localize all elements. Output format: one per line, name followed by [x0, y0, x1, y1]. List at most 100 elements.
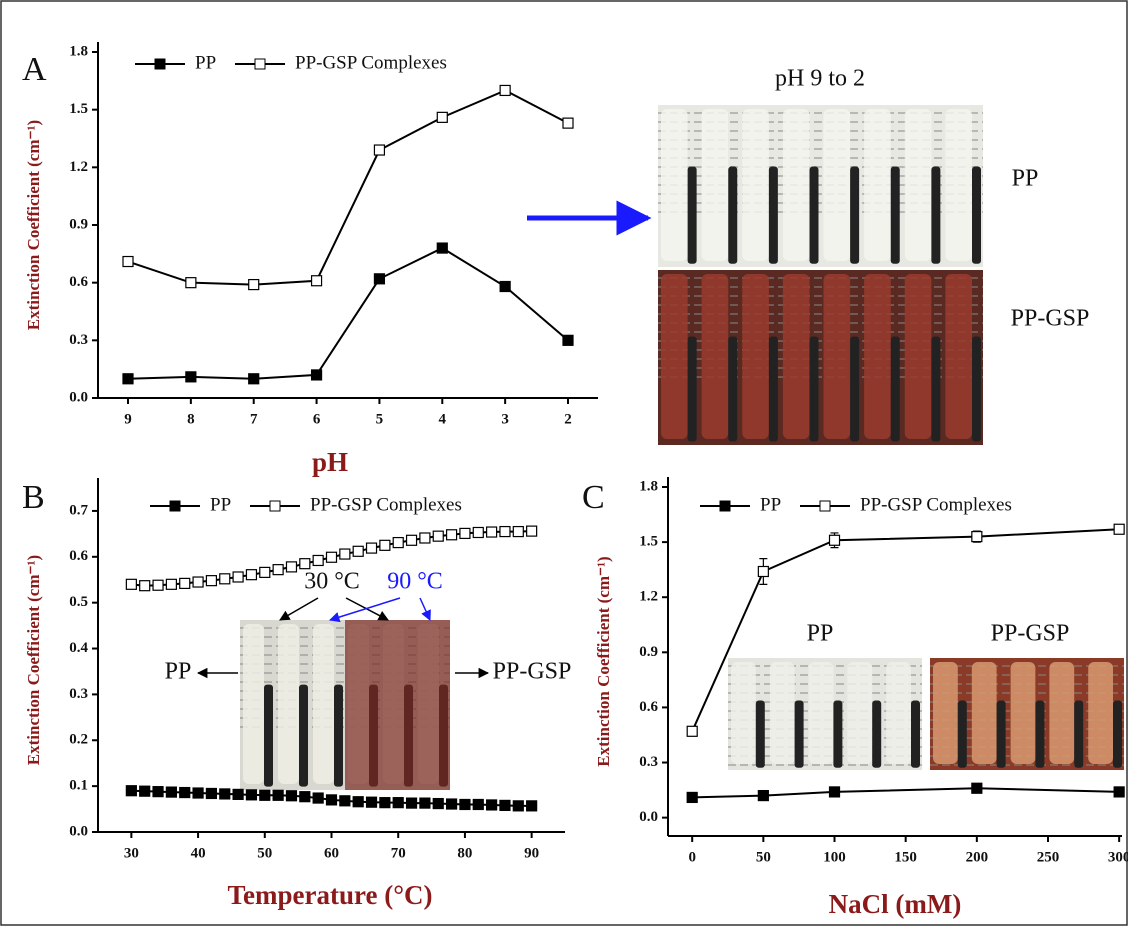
tube — [945, 109, 972, 261]
marker — [757, 565, 769, 578]
marker — [459, 798, 471, 811]
x-tick-label: 6 — [313, 411, 321, 427]
x-tick-label: 8 — [187, 411, 195, 427]
holder — [957, 700, 967, 768]
x-tick-label: 250 — [1037, 849, 1060, 865]
x-tick-label: 150 — [894, 849, 917, 865]
tube — [769, 662, 795, 764]
marker — [192, 576, 204, 588]
marker — [165, 578, 177, 590]
panel-label: C — [582, 479, 605, 516]
holder — [911, 700, 920, 768]
x-tick-label: 300 — [1108, 849, 1128, 865]
holder — [809, 336, 819, 442]
marker — [562, 117, 574, 129]
legend-label: PP-GSP Complexes — [295, 52, 447, 73]
tube — [701, 109, 729, 261]
x-tick-label: 50 — [756, 849, 771, 865]
legend-marker — [154, 58, 166, 70]
marker — [373, 144, 386, 156]
holder — [890, 166, 900, 264]
x-tick-label: 40 — [191, 845, 206, 861]
marker — [339, 795, 351, 807]
tube — [278, 624, 299, 784]
annotation: PP-GSP — [1011, 306, 1090, 332]
y-tick-label: 0.9 — [69, 216, 88, 232]
holder — [833, 700, 843, 768]
marker — [245, 569, 258, 581]
y-tick-label: 0.3 — [69, 686, 88, 702]
holder — [850, 166, 860, 264]
tube — [864, 109, 891, 261]
marker — [526, 800, 538, 812]
marker — [248, 278, 260, 291]
y-axis-label: Extinction Coefficient (cm⁻¹) — [24, 555, 43, 765]
marker — [219, 573, 231, 585]
marker — [122, 373, 134, 385]
marker — [526, 525, 538, 537]
x-tick-label: 3 — [501, 411, 509, 427]
y-tick-label: 1.5 — [69, 101, 88, 117]
holder — [850, 336, 860, 442]
holder — [1074, 700, 1084, 768]
marker — [499, 280, 511, 293]
holder — [931, 166, 941, 264]
marker — [828, 534, 841, 546]
y-tick-label: 0.6 — [639, 699, 658, 715]
marker — [432, 530, 444, 542]
tube — [701, 274, 729, 439]
marker — [432, 797, 444, 810]
y-tick-label: 0.3 — [69, 332, 88, 348]
holder — [794, 700, 804, 768]
marker — [272, 564, 284, 576]
legend-label: PP — [760, 494, 781, 515]
marker — [686, 791, 698, 804]
marker — [436, 242, 448, 254]
marker — [352, 796, 364, 808]
marker — [1113, 786, 1125, 798]
tube — [823, 274, 851, 439]
marker — [232, 788, 244, 800]
marker — [339, 548, 351, 560]
marker — [272, 789, 284, 801]
series-line — [127, 246, 569, 380]
y-tick-label: 0.1 — [69, 778, 88, 794]
holder — [334, 684, 343, 787]
marker — [445, 798, 458, 810]
tube — [782, 109, 810, 261]
tube — [1088, 662, 1113, 764]
holder — [687, 166, 697, 264]
x-tick-label: 100 — [823, 849, 846, 865]
series-line — [127, 89, 569, 286]
legend-label: PP — [195, 52, 216, 73]
panel-label: B — [22, 479, 45, 516]
tube — [904, 109, 932, 261]
marker — [828, 786, 841, 798]
marker — [472, 526, 484, 539]
annotation: PP — [1012, 166, 1039, 192]
arrow — [279, 597, 319, 621]
tube — [243, 624, 264, 784]
x-tick-label: 4 — [439, 411, 447, 427]
y-tick-label: 0.0 — [639, 809, 658, 825]
arrow — [328, 597, 401, 623]
marker — [139, 785, 151, 797]
x-tick-label: 0 — [688, 849, 696, 865]
marker — [312, 792, 324, 804]
marker — [365, 796, 378, 808]
legend-label: PP — [210, 494, 231, 515]
tube — [933, 662, 958, 764]
marker — [971, 530, 983, 543]
annotation: PP — [807, 621, 834, 647]
marker — [499, 799, 511, 811]
photo-overlay — [345, 620, 450, 790]
marker — [125, 785, 137, 797]
legend-label: PP-GSP Complexes — [860, 494, 1012, 515]
marker — [219, 788, 231, 800]
tube — [661, 109, 688, 261]
x-tick-label: 9 — [124, 411, 132, 427]
marker — [436, 111, 448, 123]
marker — [392, 536, 404, 549]
